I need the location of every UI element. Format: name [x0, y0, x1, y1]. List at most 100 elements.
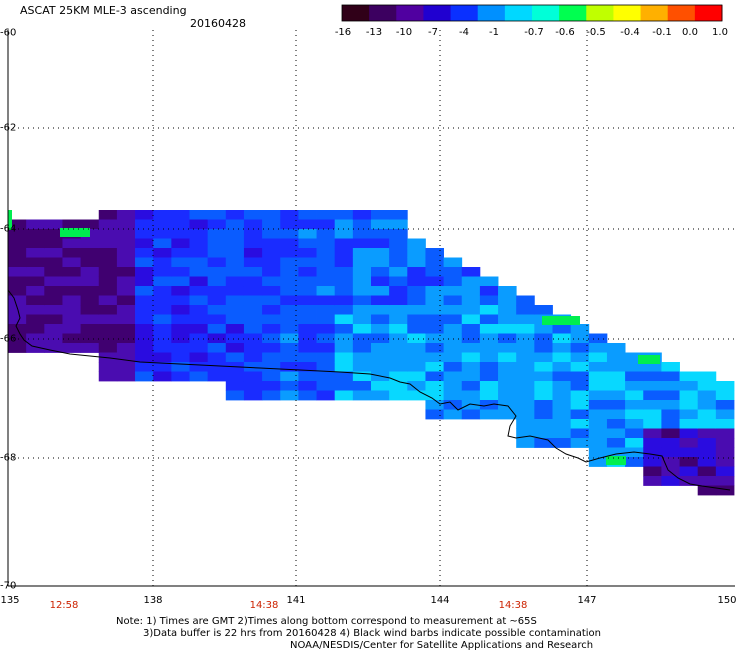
- wind-cell: [534, 400, 553, 410]
- wind-cell: [334, 276, 354, 287]
- wind-cell: [225, 381, 245, 391]
- wind-cell: [352, 257, 372, 268]
- wind-cell: [298, 210, 317, 220]
- lat-label: -64: [0, 223, 17, 235]
- wind-cell: [389, 305, 408, 315]
- wind-cell: [679, 409, 699, 420]
- wind-cell: [643, 400, 662, 410]
- wind-cell: [534, 438, 553, 448]
- colorbar-label: -4: [459, 27, 469, 38]
- wind-cell: [207, 238, 227, 249]
- wind-cell: [316, 257, 336, 268]
- wind-cell: [44, 324, 63, 334]
- wind-cell: [316, 229, 336, 239]
- wind-cell: [8, 267, 27, 277]
- wind-cell: [116, 219, 136, 230]
- wind-cell: [280, 343, 299, 353]
- wind-cell: [679, 381, 699, 391]
- wind-cell: [570, 333, 590, 344]
- wind-cell: [334, 248, 354, 258]
- wind-cell: [625, 390, 644, 401]
- wind-cell: [479, 295, 499, 306]
- wind-cell: [516, 381, 535, 391]
- wind-cell: [225, 276, 245, 287]
- wind-cell: [135, 238, 154, 249]
- wind-cell: [661, 428, 680, 439]
- wind-cell: [570, 419, 590, 429]
- wind-cell: [207, 371, 227, 382]
- wind-cell: [135, 343, 154, 353]
- wind-cell: [316, 286, 336, 296]
- wind-cell: [189, 219, 209, 230]
- wind-cell: [8, 295, 27, 306]
- wind-cell: [661, 457, 680, 467]
- wind-cell: [135, 257, 154, 268]
- wind-cell: [407, 286, 426, 296]
- wind-cell: [588, 400, 608, 410]
- wind-cell: [62, 219, 81, 230]
- wind-cell: [371, 219, 390, 230]
- wind-cell: [371, 210, 390, 220]
- wind-cell: [116, 333, 136, 344]
- wind-cell: [498, 371, 517, 382]
- wind-cell: [606, 381, 626, 391]
- wind-cell: [171, 257, 190, 268]
- wind-cell: [516, 295, 535, 306]
- wind-cell: [44, 257, 63, 268]
- wind-cell: [606, 371, 626, 382]
- wind-cell: [44, 333, 63, 344]
- wind-cell: [316, 343, 336, 353]
- wind-cell: [588, 390, 608, 401]
- wind-cell: [262, 381, 281, 391]
- wind-cell: [116, 305, 136, 315]
- wind-cell: [116, 371, 136, 382]
- wind-cell: [516, 390, 535, 401]
- wind-cell: [534, 324, 553, 334]
- wind-cell: [534, 428, 553, 439]
- wind-cell: [280, 276, 299, 287]
- time-label: 14:38: [249, 600, 279, 611]
- colorbar-swatch: [640, 5, 669, 21]
- wind-cell: [62, 248, 81, 258]
- wind-cell: [189, 352, 209, 363]
- wind-cell: [625, 362, 644, 372]
- wind-cell: [80, 276, 100, 287]
- wind-cell: [606, 409, 626, 420]
- wind-cell: [262, 219, 281, 230]
- wind-cell: [534, 381, 553, 391]
- wind-cell: [26, 343, 45, 353]
- map-title: ASCAT 25KM MLE-3 ascending: [20, 4, 187, 17]
- wind-cell: [443, 257, 463, 268]
- wind-cell: [389, 219, 408, 230]
- wind-cell: [371, 286, 390, 296]
- wind-cell: [225, 229, 245, 239]
- wind-cell: [262, 324, 281, 334]
- wind-cell: [8, 286, 27, 296]
- wind-cell: [679, 371, 699, 382]
- lat-label: -60: [0, 27, 17, 39]
- wind-cell: [552, 419, 572, 429]
- wind-cell: [606, 419, 626, 429]
- wind-cell: [643, 447, 662, 458]
- wind-cell: [44, 286, 63, 296]
- wind-cell: [443, 352, 463, 363]
- wind-cell: [389, 333, 408, 344]
- wind-cell: [352, 371, 372, 382]
- footnote: Note: 1) Times are GMT 2)Times along bot…: [116, 616, 537, 627]
- wind-cell: [334, 314, 354, 325]
- wind-cell: [371, 267, 390, 277]
- wind-cell: [243, 210, 263, 220]
- wind-cell: [389, 362, 408, 372]
- wind-cell: [135, 305, 154, 315]
- wind-cell: [479, 276, 499, 287]
- wind-cell: [352, 362, 372, 372]
- wind-cell: [679, 400, 699, 410]
- wind-cell: [135, 314, 154, 325]
- wind-cell: [262, 343, 281, 353]
- wind-cell: [135, 333, 154, 344]
- wind-cell: [207, 362, 227, 372]
- wind-cell: [570, 324, 590, 334]
- wind-cell: [280, 248, 299, 258]
- wind-cell: [243, 238, 263, 249]
- wind-cell: [552, 362, 572, 372]
